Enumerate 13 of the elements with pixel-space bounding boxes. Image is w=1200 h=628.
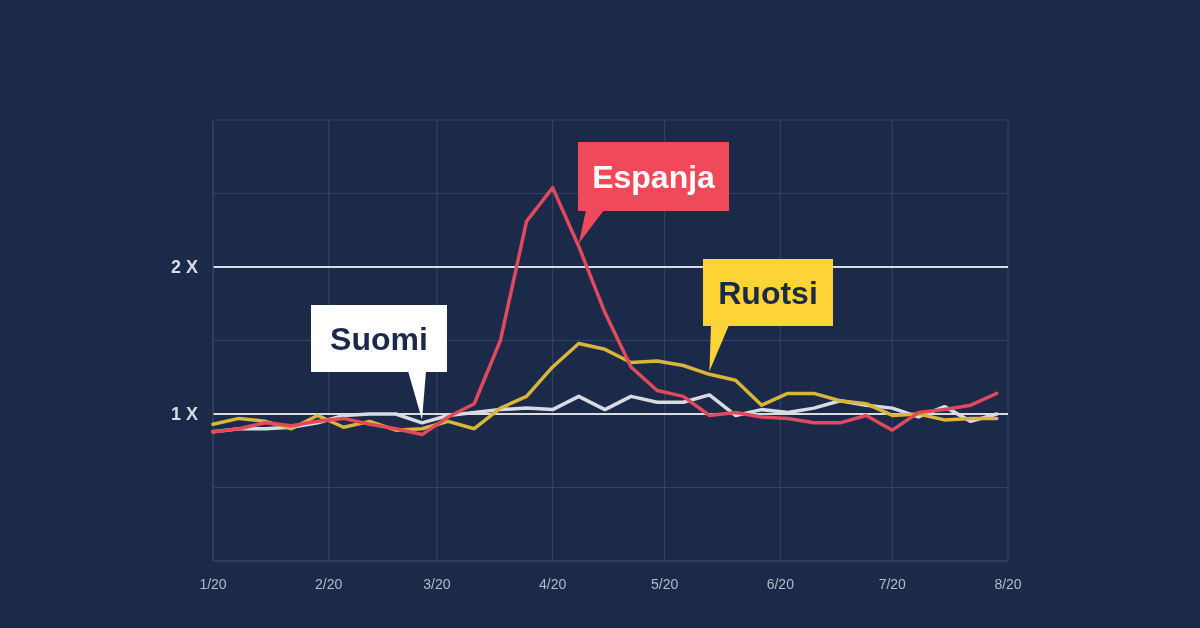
x-tick-label: 1/20 xyxy=(199,575,227,592)
y-tick-label: 2 X xyxy=(170,257,198,278)
x-tick-label: 7/20 xyxy=(878,575,907,592)
x-tick-label: 5/20 xyxy=(650,575,679,592)
series-label: Espanja xyxy=(592,159,716,196)
series-label: Suomi xyxy=(330,321,428,358)
x-tick-label: 4/20 xyxy=(539,575,567,592)
x-tick-label: 6/20 xyxy=(766,575,795,592)
x-tick-label: 8/20 xyxy=(994,575,1022,592)
x-tick-label: 3/20 xyxy=(423,575,451,592)
x-tick-label: 2/20 xyxy=(315,575,343,592)
y-tick-label: 1 X xyxy=(170,404,198,425)
series-label: Ruotsi xyxy=(718,275,818,312)
